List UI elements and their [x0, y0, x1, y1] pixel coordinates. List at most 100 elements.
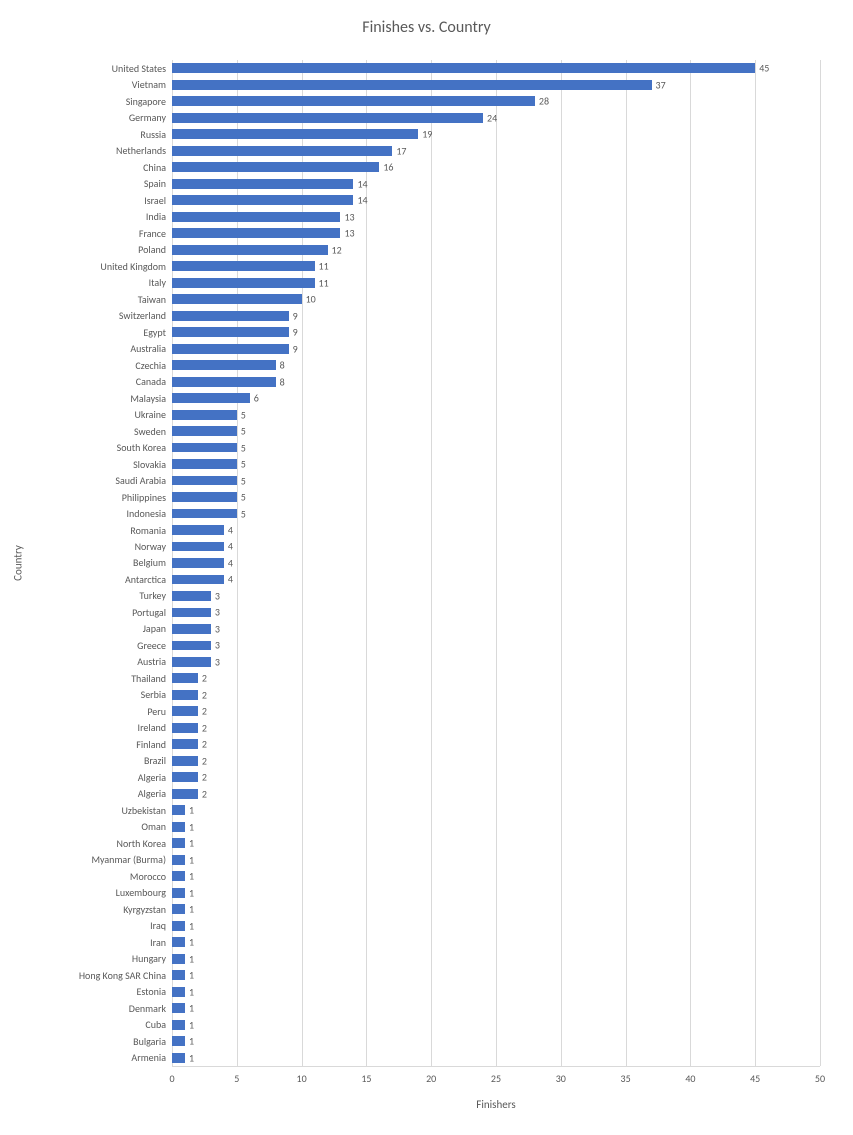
bar-row: Antarctica4 [172, 571, 820, 587]
category-label: Canada [136, 375, 172, 388]
bar-value-label: 3 [211, 589, 220, 602]
bar-row: Turkey3 [172, 588, 820, 604]
bar-row: Morocco1 [172, 868, 820, 884]
bar-row: Armenia1 [172, 1050, 820, 1066]
category-label: Iran [150, 936, 172, 949]
bar: 1 [172, 954, 185, 964]
bar-row: Kyrgyzstan1 [172, 901, 820, 917]
bar-value-label: 24 [483, 111, 497, 124]
bar-value-label: 12 [328, 243, 342, 256]
bar-value-label: 1 [185, 837, 194, 850]
bar-value-label: 1 [185, 903, 194, 916]
bar: 2 [172, 723, 198, 733]
category-label: Saudi Arabia [115, 474, 172, 487]
x-axis-label: Finishers [172, 1098, 820, 1111]
bar: 24 [172, 113, 483, 123]
bar-row: Finland2 [172, 736, 820, 752]
category-label: Peru [147, 705, 172, 718]
category-label: Spain [144, 177, 172, 190]
bar-row: Netherlands17 [172, 142, 820, 158]
bar-value-label: 1 [185, 952, 194, 965]
bar: 13 [172, 228, 340, 238]
bar-row: Algeria2 [172, 786, 820, 802]
bar-row: Estonia1 [172, 984, 820, 1000]
category-label: Serbia [141, 688, 172, 701]
bar-row: Iraq1 [172, 918, 820, 934]
bar: 1 [172, 822, 185, 832]
bar-value-label: 4 [224, 573, 233, 586]
bar-row: Peru2 [172, 703, 820, 719]
bar-row: Vietnam37 [172, 76, 820, 92]
bar: 1 [172, 855, 185, 865]
bar-value-label: 2 [198, 688, 207, 701]
bar-value-label: 2 [198, 771, 207, 784]
bar-value-label: 10 [302, 293, 316, 306]
bar: 6 [172, 393, 250, 403]
bar-value-label: 1 [185, 1035, 194, 1048]
bar: 2 [172, 690, 198, 700]
bar: 2 [172, 789, 198, 799]
bar: 1 [172, 987, 185, 997]
bar: 2 [172, 739, 198, 749]
category-label: Netherlands [116, 144, 172, 157]
category-label: Switzerland [119, 309, 172, 322]
category-label: India [146, 210, 172, 223]
bar-row: Myanmar (Burma)1 [172, 852, 820, 868]
bar-value-label: 1 [185, 1002, 194, 1015]
bar-value-label: 3 [211, 622, 220, 635]
bar-row: Algeria2 [172, 769, 820, 785]
bar-value-label: 9 [289, 342, 298, 355]
x-tick-label: 25 [491, 1072, 501, 1085]
gridline [820, 60, 821, 1066]
bar: 9 [172, 311, 289, 321]
bar-value-label: 5 [237, 408, 246, 421]
bar-row: Denmark1 [172, 1000, 820, 1016]
bar-row: Italy11 [172, 274, 820, 290]
category-label: Brazil [144, 754, 172, 767]
bar-value-label: 1 [185, 919, 194, 932]
bar-row: Czechia8 [172, 357, 820, 373]
bar-value-label: 9 [289, 326, 298, 339]
x-tick-label: 35 [621, 1072, 631, 1085]
x-tick-label: 15 [361, 1072, 371, 1085]
bar-value-label: 1 [185, 969, 194, 982]
category-label: Greece [137, 639, 172, 652]
bar: 19 [172, 129, 418, 139]
bar-row: Greece3 [172, 637, 820, 653]
category-label: France [139, 227, 172, 240]
bar: 1 [172, 1036, 185, 1046]
bar-value-label: 4 [224, 540, 233, 553]
bar-value-label: 5 [237, 507, 246, 520]
bar-row: Malaysia6 [172, 390, 820, 406]
bar: 13 [172, 212, 340, 222]
bar-row: Belgium4 [172, 555, 820, 571]
bar: 4 [172, 558, 224, 568]
category-label: Germany [129, 111, 172, 124]
bar-value-label: 1 [185, 870, 194, 883]
category-label: Uzbekistan [121, 804, 172, 817]
category-label: Thailand [131, 672, 172, 685]
bar-value-label: 9 [289, 309, 298, 322]
category-label: Algeria [138, 771, 172, 784]
bar: 1 [172, 921, 185, 931]
category-label: Italy [149, 276, 172, 289]
bar-row: Cuba1 [172, 1017, 820, 1033]
bar-value-label: 1 [185, 1051, 194, 1064]
x-tick-label: 10 [297, 1072, 307, 1085]
bar-row: Hungary1 [172, 951, 820, 967]
bar: 2 [172, 673, 198, 683]
category-label: Czechia [135, 359, 172, 372]
bar-row: Canada8 [172, 373, 820, 389]
x-tick-label: 50 [815, 1072, 825, 1085]
bar-row: India13 [172, 208, 820, 224]
bar-value-label: 2 [198, 672, 207, 685]
bar: 5 [172, 410, 237, 420]
bar-row: Serbia2 [172, 687, 820, 703]
category-label: Armenia [131, 1051, 172, 1064]
bar: 28 [172, 96, 535, 106]
x-tick-label: 0 [169, 1072, 174, 1085]
bar-row: Ireland2 [172, 720, 820, 736]
bar-value-label: 5 [237, 441, 246, 454]
category-label: Austria [137, 655, 172, 668]
category-label: Bulgaria [133, 1035, 172, 1048]
